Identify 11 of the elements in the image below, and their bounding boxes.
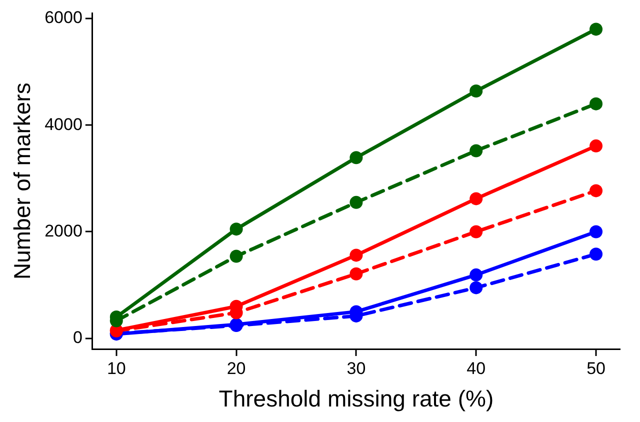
x-tick-label: 20 [226,358,246,378]
x-tick-label: 40 [466,358,486,378]
x-tick-label: 30 [346,358,366,378]
y-tick-label: 4000 [44,114,82,134]
y-tick-label: 6000 [44,8,82,28]
x-tick-label: 10 [106,358,126,378]
x-axis-title: Threshold missing rate (%) [218,386,494,412]
y-tick-label: 0 [72,328,82,348]
x-tick-label: 50 [586,358,606,378]
y-axis-title: Number of markers [9,82,36,280]
y-tick-label: 2000 [44,221,82,240]
